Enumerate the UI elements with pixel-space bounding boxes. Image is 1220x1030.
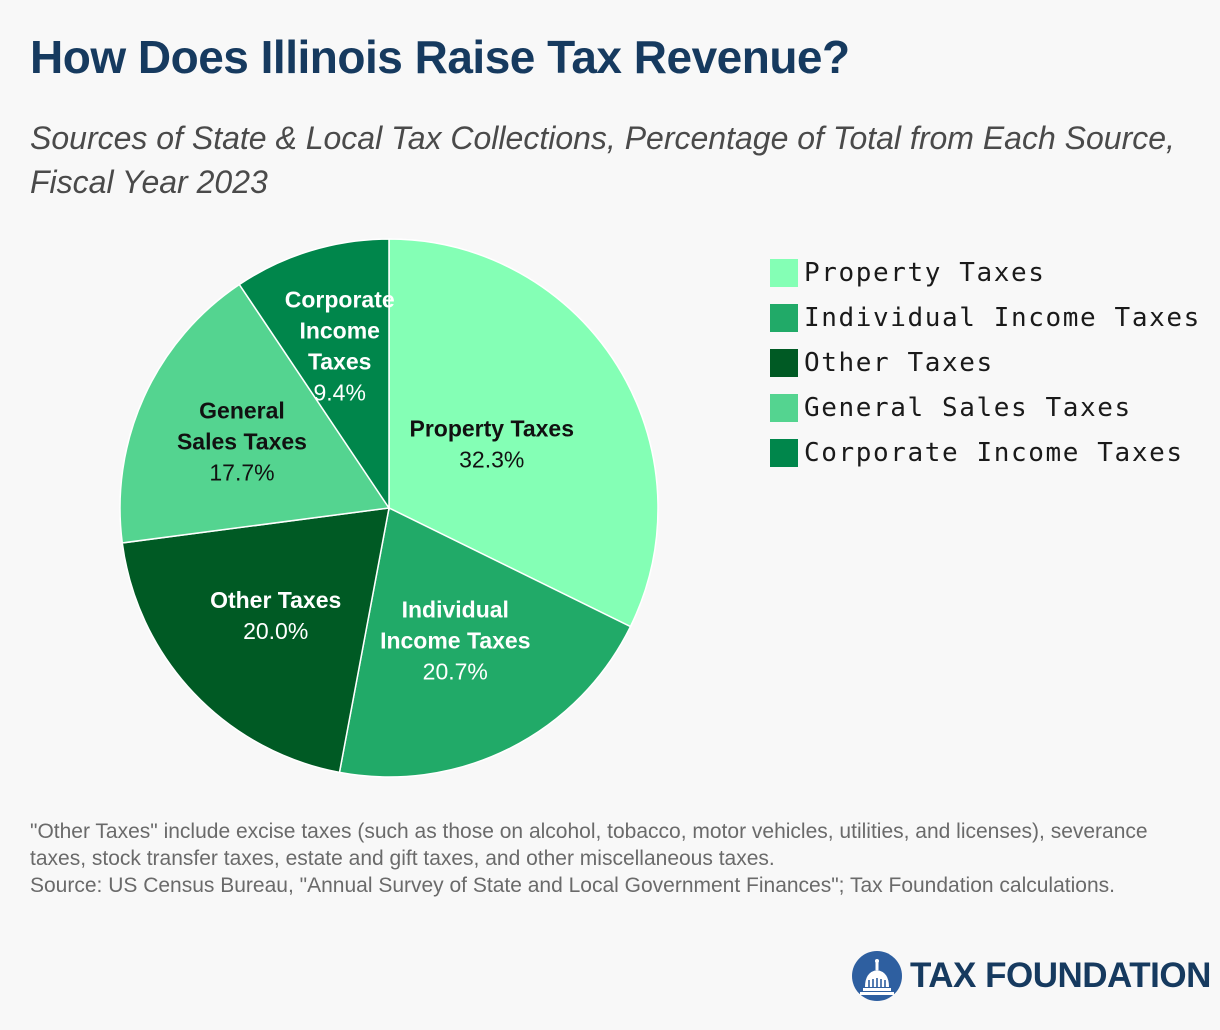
legend-item-property-taxes: Property Taxes — [770, 250, 1201, 295]
slice-value: 20.7% — [423, 658, 488, 684]
slice-label-corporate-income-taxes: Corporate Income Taxes 9.4% — [285, 286, 395, 405]
legend-item-other-taxes: Other Taxes — [770, 340, 1201, 385]
legend-label: Individual Income Taxes — [804, 302, 1201, 333]
pie-slice-individual-income-taxes — [338, 506, 632, 778]
legend-item-corporate-income-taxes: Corporate Income Taxes — [770, 430, 1201, 475]
slice-name: Corporate — [285, 286, 395, 312]
capitol-dome-icon — [852, 951, 902, 1001]
slice-value: 17.7% — [209, 459, 274, 485]
legend-swatch — [770, 393, 798, 422]
pie-slice-other-taxes — [121, 507, 390, 774]
slice-value: 20.0% — [243, 618, 308, 644]
slice-name: Sales Taxes — [177, 428, 307, 454]
pie-slice-property-taxes — [388, 238, 659, 628]
pie-slice-general-sales-taxes — [119, 283, 391, 544]
slice-name: Income — [299, 317, 380, 343]
chart-notes: "Other Taxes" include excise taxes (such… — [30, 818, 1195, 899]
legend-item-individual-income-taxes: Individual Income Taxes — [770, 295, 1201, 340]
legend-swatch — [770, 438, 798, 467]
legend-label: General Sales Taxes — [804, 392, 1132, 423]
chart-subtitle: Sources of State & Local Tax Collections… — [30, 120, 1175, 200]
legend-swatch — [770, 303, 798, 332]
slice-label-property-taxes: Property Taxes 32.3% — [410, 416, 574, 473]
legend-swatch — [770, 258, 798, 287]
legend-label: Corporate Income Taxes — [804, 437, 1184, 468]
slice-label-general-sales-taxes: General Sales Taxes 17.7% — [177, 397, 307, 485]
source-note: Source: US Census Bureau, "Annual Survey… — [30, 874, 1115, 897]
slice-name: Taxes — [308, 348, 372, 374]
slice-name: Other Taxes — [210, 587, 341, 613]
legend-swatch — [770, 348, 798, 377]
legend-item-general-sales-taxes: General Sales Taxes — [770, 385, 1201, 430]
slice-label-other-taxes: Other Taxes 20.0% — [210, 587, 341, 644]
logo-text: TAX FOUNDATION — [910, 956, 1211, 995]
pie-chart: Property Taxes 32.3% Individual Income Taxe… — [119, 238, 659, 778]
other-taxes-note: "Other Taxes" include excise taxes (such… — [30, 820, 1148, 870]
slice-name: General — [199, 397, 285, 423]
slice-name: Property Taxes — [410, 416, 574, 442]
pie-slice-corporate-income-taxes — [238, 238, 390, 511]
legend-label: Property Taxes — [804, 257, 1046, 288]
tax-foundation-logo: TAX FOUNDATION — [850, 950, 1211, 1002]
slice-name: Income Taxes — [380, 627, 530, 653]
legend: Property Taxes Individual Income Taxes O… — [770, 250, 1201, 475]
slice-label-individual-income-taxes: Individual Income Taxes 20.7% — [380, 596, 530, 684]
chart-title: How Does Illinois Raise Tax Revenue? — [30, 31, 850, 83]
slice-value: 32.3% — [459, 447, 524, 473]
legend-label: Other Taxes — [804, 347, 994, 378]
slice-name: Individual — [402, 596, 509, 622]
slice-value: 9.4% — [314, 379, 366, 405]
